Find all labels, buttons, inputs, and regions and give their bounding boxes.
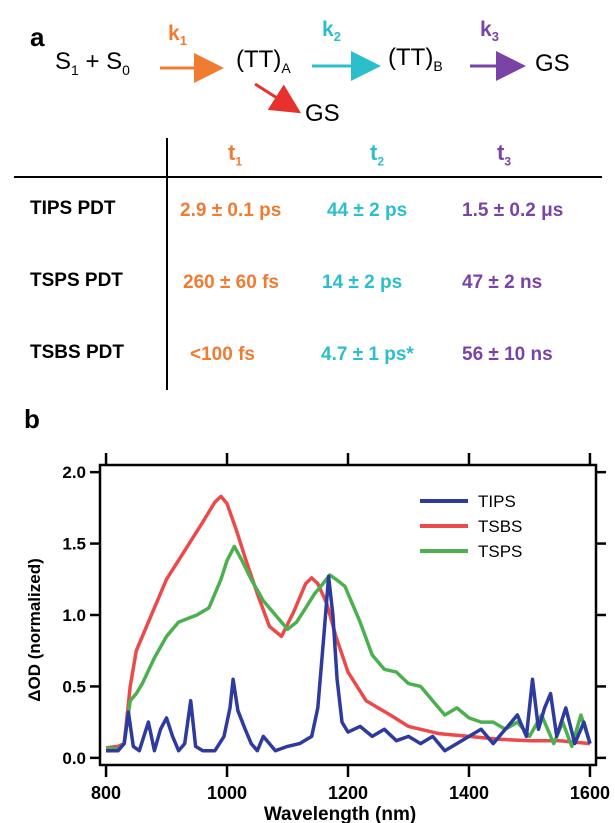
table-column-rule: [166, 138, 168, 390]
scheme-reactants: S1 + S0: [55, 48, 130, 78]
y-axis-label: ΔOD (normalized): [25, 558, 44, 702]
cell-tips-t3: 1.5 ± 0.2 μs: [462, 200, 564, 221]
table-header-rule: [14, 176, 602, 178]
y-tick-label: 1.0: [62, 606, 86, 625]
panel-b-label: b: [24, 404, 40, 434]
header-t2: t2: [370, 140, 385, 169]
cell-tsbs-t2: 4.7 ± 1 ps*: [321, 344, 414, 365]
intermediate-tt-b: (TT)B: [388, 44, 443, 74]
legend-label-tsbs: TSBS: [478, 517, 522, 536]
y-tick-label: 0.5: [62, 677, 86, 696]
row-label-tips: TIPS PDT: [30, 198, 116, 219]
y-tick-label: 0.0: [62, 749, 86, 768]
rate-k1: k1: [168, 22, 187, 49]
x-tick-label: 1200: [328, 783, 368, 803]
scheme-arrows: [160, 51, 526, 114]
rate-k3: k3: [480, 18, 499, 45]
cell-tsps-t3: 47 ± 2 ns: [462, 272, 543, 293]
x-tick-label: 1600: [570, 783, 610, 803]
cell-tsbs-t1: <100 fs: [190, 344, 255, 365]
series-line-tips: [106, 574, 592, 753]
cell-tips-t2: 44 ± 2 ps: [327, 200, 408, 221]
series-line-tsbs: [105, 494, 591, 750]
x-axis-label: Wavelength (nm): [264, 804, 416, 823]
panel-a-label: a: [30, 22, 45, 52]
x-tick-label: 1000: [207, 783, 247, 803]
cell-tsbs-t3: 56 ± 10 ns: [462, 344, 553, 365]
header-t3: t3: [497, 140, 512, 169]
y-tick-label: 2.0: [62, 463, 86, 482]
row-label-tsps: TSPS PDT: [30, 270, 123, 291]
rate-k2: k2: [322, 18, 341, 45]
cell-tsps-t2: 14 ± 2 ps: [322, 272, 403, 293]
x-tick-label: 1400: [449, 783, 489, 803]
arrow-side: [254, 82, 302, 114]
row-label-tsbs: TSBS PDT: [30, 342, 124, 363]
y-tick-label: 1.5: [62, 535, 86, 554]
header-t1: t1: [228, 140, 243, 169]
side-product-gs: GS: [305, 100, 340, 127]
plot-frame: [98, 463, 598, 767]
spectrum-chart: 800 1000 1200 1400 1600 0.0 0.5 1.0 1.5 2.0 TIPS T…: [25, 453, 610, 823]
cell-tsps-t1: 260 ± 60 fs: [183, 272, 279, 293]
x-tick-label: 800: [91, 783, 121, 803]
intermediate-tt-a: (TT)A: [236, 46, 291, 76]
product-gs: GS: [535, 50, 570, 77]
legend-label-tsps: TSPS: [478, 542, 522, 561]
cell-tips-t1: 2.9 ± 0.1 ps: [180, 200, 282, 221]
legend-label-tips: TIPS: [478, 492, 516, 511]
